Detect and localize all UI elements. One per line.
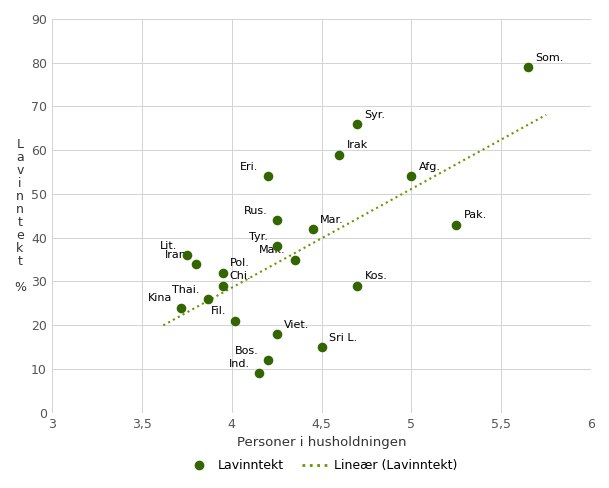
Point (272, 330, 281, 338)
Text: Thai.: Thai. (172, 285, 199, 295)
Point (182, 251, 192, 259)
Text: Som.: Som. (535, 53, 564, 62)
Legend: Lavinntekt, Lineær (Lavinntekt): Lavinntekt, Lineær (Lavinntekt) (181, 454, 462, 477)
Text: Pak.: Pak. (463, 210, 487, 220)
Point (177, 304, 186, 312)
Text: Afg.: Afg. (418, 162, 440, 172)
Point (308, 225, 317, 233)
Text: Fil.: Fil. (211, 306, 226, 316)
Text: Iran: Iran (165, 249, 187, 260)
Text: Mak.: Mak. (259, 245, 286, 255)
Y-axis label: L
a
v
i
n
n
t
e
k
t

%: L a v i n n t e k t % (14, 138, 26, 294)
X-axis label: Personer i husholdningen: Personer i husholdningen (237, 436, 406, 449)
Point (262, 173, 272, 181)
Point (272, 243, 281, 250)
Text: Lit.: Lit. (160, 241, 178, 251)
Point (523, 63, 533, 71)
Point (317, 343, 326, 351)
Point (203, 295, 213, 303)
Text: Kina: Kina (148, 293, 172, 304)
Point (353, 282, 362, 290)
Point (218, 269, 228, 277)
Point (407, 173, 417, 181)
Text: Eri.: Eri. (240, 162, 259, 172)
Text: Tyr.: Tyr. (248, 232, 267, 242)
Point (218, 282, 228, 290)
Text: Bos.: Bos. (235, 346, 259, 356)
Text: Sri L.: Sri L. (329, 333, 357, 343)
Point (290, 256, 300, 264)
Text: Irak: Irak (347, 140, 368, 150)
Text: Chi.: Chi. (230, 271, 252, 282)
Point (334, 151, 344, 159)
Text: Mar.: Mar. (320, 215, 343, 224)
Text: Rus.: Rus. (244, 206, 267, 216)
Text: Viet.: Viet. (284, 320, 309, 329)
Point (254, 369, 264, 377)
Text: Pol.: Pol. (230, 258, 250, 268)
Point (191, 260, 200, 268)
Point (230, 317, 240, 325)
Text: Syr.: Syr. (365, 109, 385, 120)
Text: Kos.: Kos. (365, 271, 387, 282)
Text: Ind.: Ind. (228, 359, 250, 369)
Point (272, 216, 281, 224)
Point (262, 356, 272, 364)
Point (451, 221, 461, 228)
Point (353, 120, 362, 128)
